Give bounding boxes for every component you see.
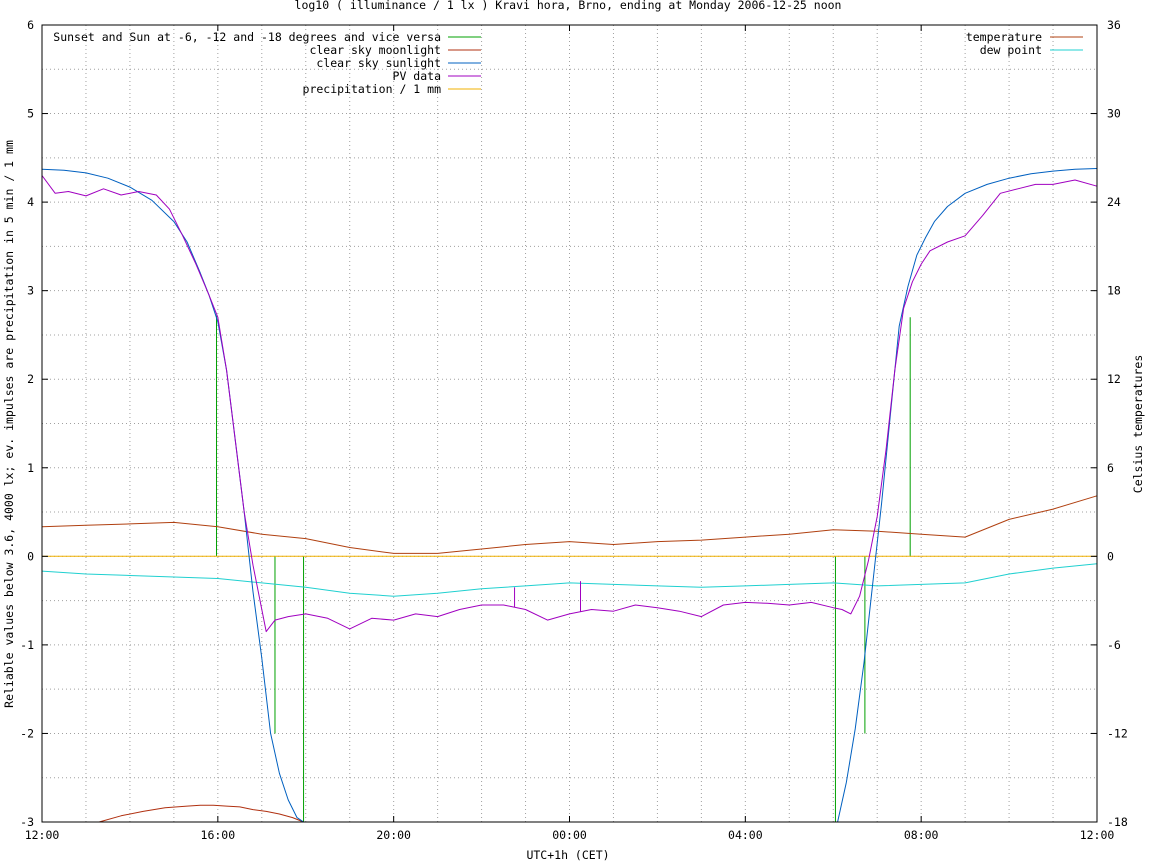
x-axis-label: UTC+1h (CET) <box>526 848 609 862</box>
y2-tick-label: 18 <box>1107 284 1121 298</box>
grid <box>42 25 1097 822</box>
y-tick-label: -1 <box>20 638 34 652</box>
series-pv-data-line <box>41 175 1098 633</box>
series-layer <box>41 168 1098 823</box>
legend-label-clear-sky-moonlight: clear sky moonlight <box>309 43 441 57</box>
series-dew-point-line <box>41 563 1098 597</box>
ticks: 12:00 16:00 20:00 00:00 04:00 08:00 12:00-3-2-… <box>20 18 1128 842</box>
y2-tick-label: 30 <box>1107 107 1121 121</box>
legend-label-precipitation-1-mm: precipitation / 1 mm <box>303 82 442 96</box>
y2-tick-label: 36 <box>1107 18 1121 32</box>
y2-tick-label: 24 <box>1107 195 1121 209</box>
x-tick-label: 12:00 <box>25 828 60 842</box>
legend-label-dew-point: dew point <box>980 43 1042 57</box>
y-tick-label: 4 <box>27 195 34 209</box>
x-tick-label: 00:00 <box>552 828 587 842</box>
y-axis-label: Reliable values below 3.6, 4000 lx; ev. … <box>2 140 16 708</box>
series-temperature-line <box>41 495 1098 554</box>
y-tick-label: -2 <box>20 726 34 740</box>
y-tick-label: -3 <box>20 815 34 829</box>
x-tick-label: 08:00 <box>904 828 939 842</box>
y-tick-label: 0 <box>27 549 34 563</box>
y-tick-label: 5 <box>27 107 34 121</box>
y2-tick-label: -18 <box>1107 815 1128 829</box>
legend-label-sunset-and-sun-at-6-12-and-18-degrees-and-vice-versa: Sunset and Sun at -6, -12 and -18 degree… <box>53 30 441 44</box>
x-tick-label: 04:00 <box>728 828 763 842</box>
y2-tick-label: 12 <box>1107 372 1121 386</box>
y-tick-label: 3 <box>27 284 34 298</box>
x-tick-label: 20:00 <box>376 828 411 842</box>
chart-title: log10 ( illuminance / 1 lx ) Kravi hora,… <box>295 0 842 12</box>
y2-tick-label: -12 <box>1107 726 1128 740</box>
y-tick-label: 1 <box>27 461 34 475</box>
x-tick-label: 12:00 <box>1080 828 1115 842</box>
legend-label-temperature: temperature <box>966 30 1042 44</box>
legend-label-clear-sky-sunlight: clear sky sunlight <box>316 56 441 70</box>
y2-tick-label: 0 <box>1107 549 1114 563</box>
legend-label-pv-data: PV data <box>393 69 441 83</box>
y-tick-label: 6 <box>27 18 34 32</box>
legend: Sunset and Sun at -6, -12 and -18 degree… <box>53 30 1083 96</box>
y2-axis-label: Celsius temperatures <box>1131 355 1145 493</box>
y2-tick-label: -6 <box>1107 638 1121 652</box>
y2-tick-label: 6 <box>1107 461 1114 475</box>
series-clear-sky-sunlight-line <box>41 168 1098 823</box>
series-clear-sky-moonlight-line <box>98 804 304 823</box>
x-tick-label: 16:00 <box>201 828 236 842</box>
y-tick-label: 2 <box>27 372 34 386</box>
